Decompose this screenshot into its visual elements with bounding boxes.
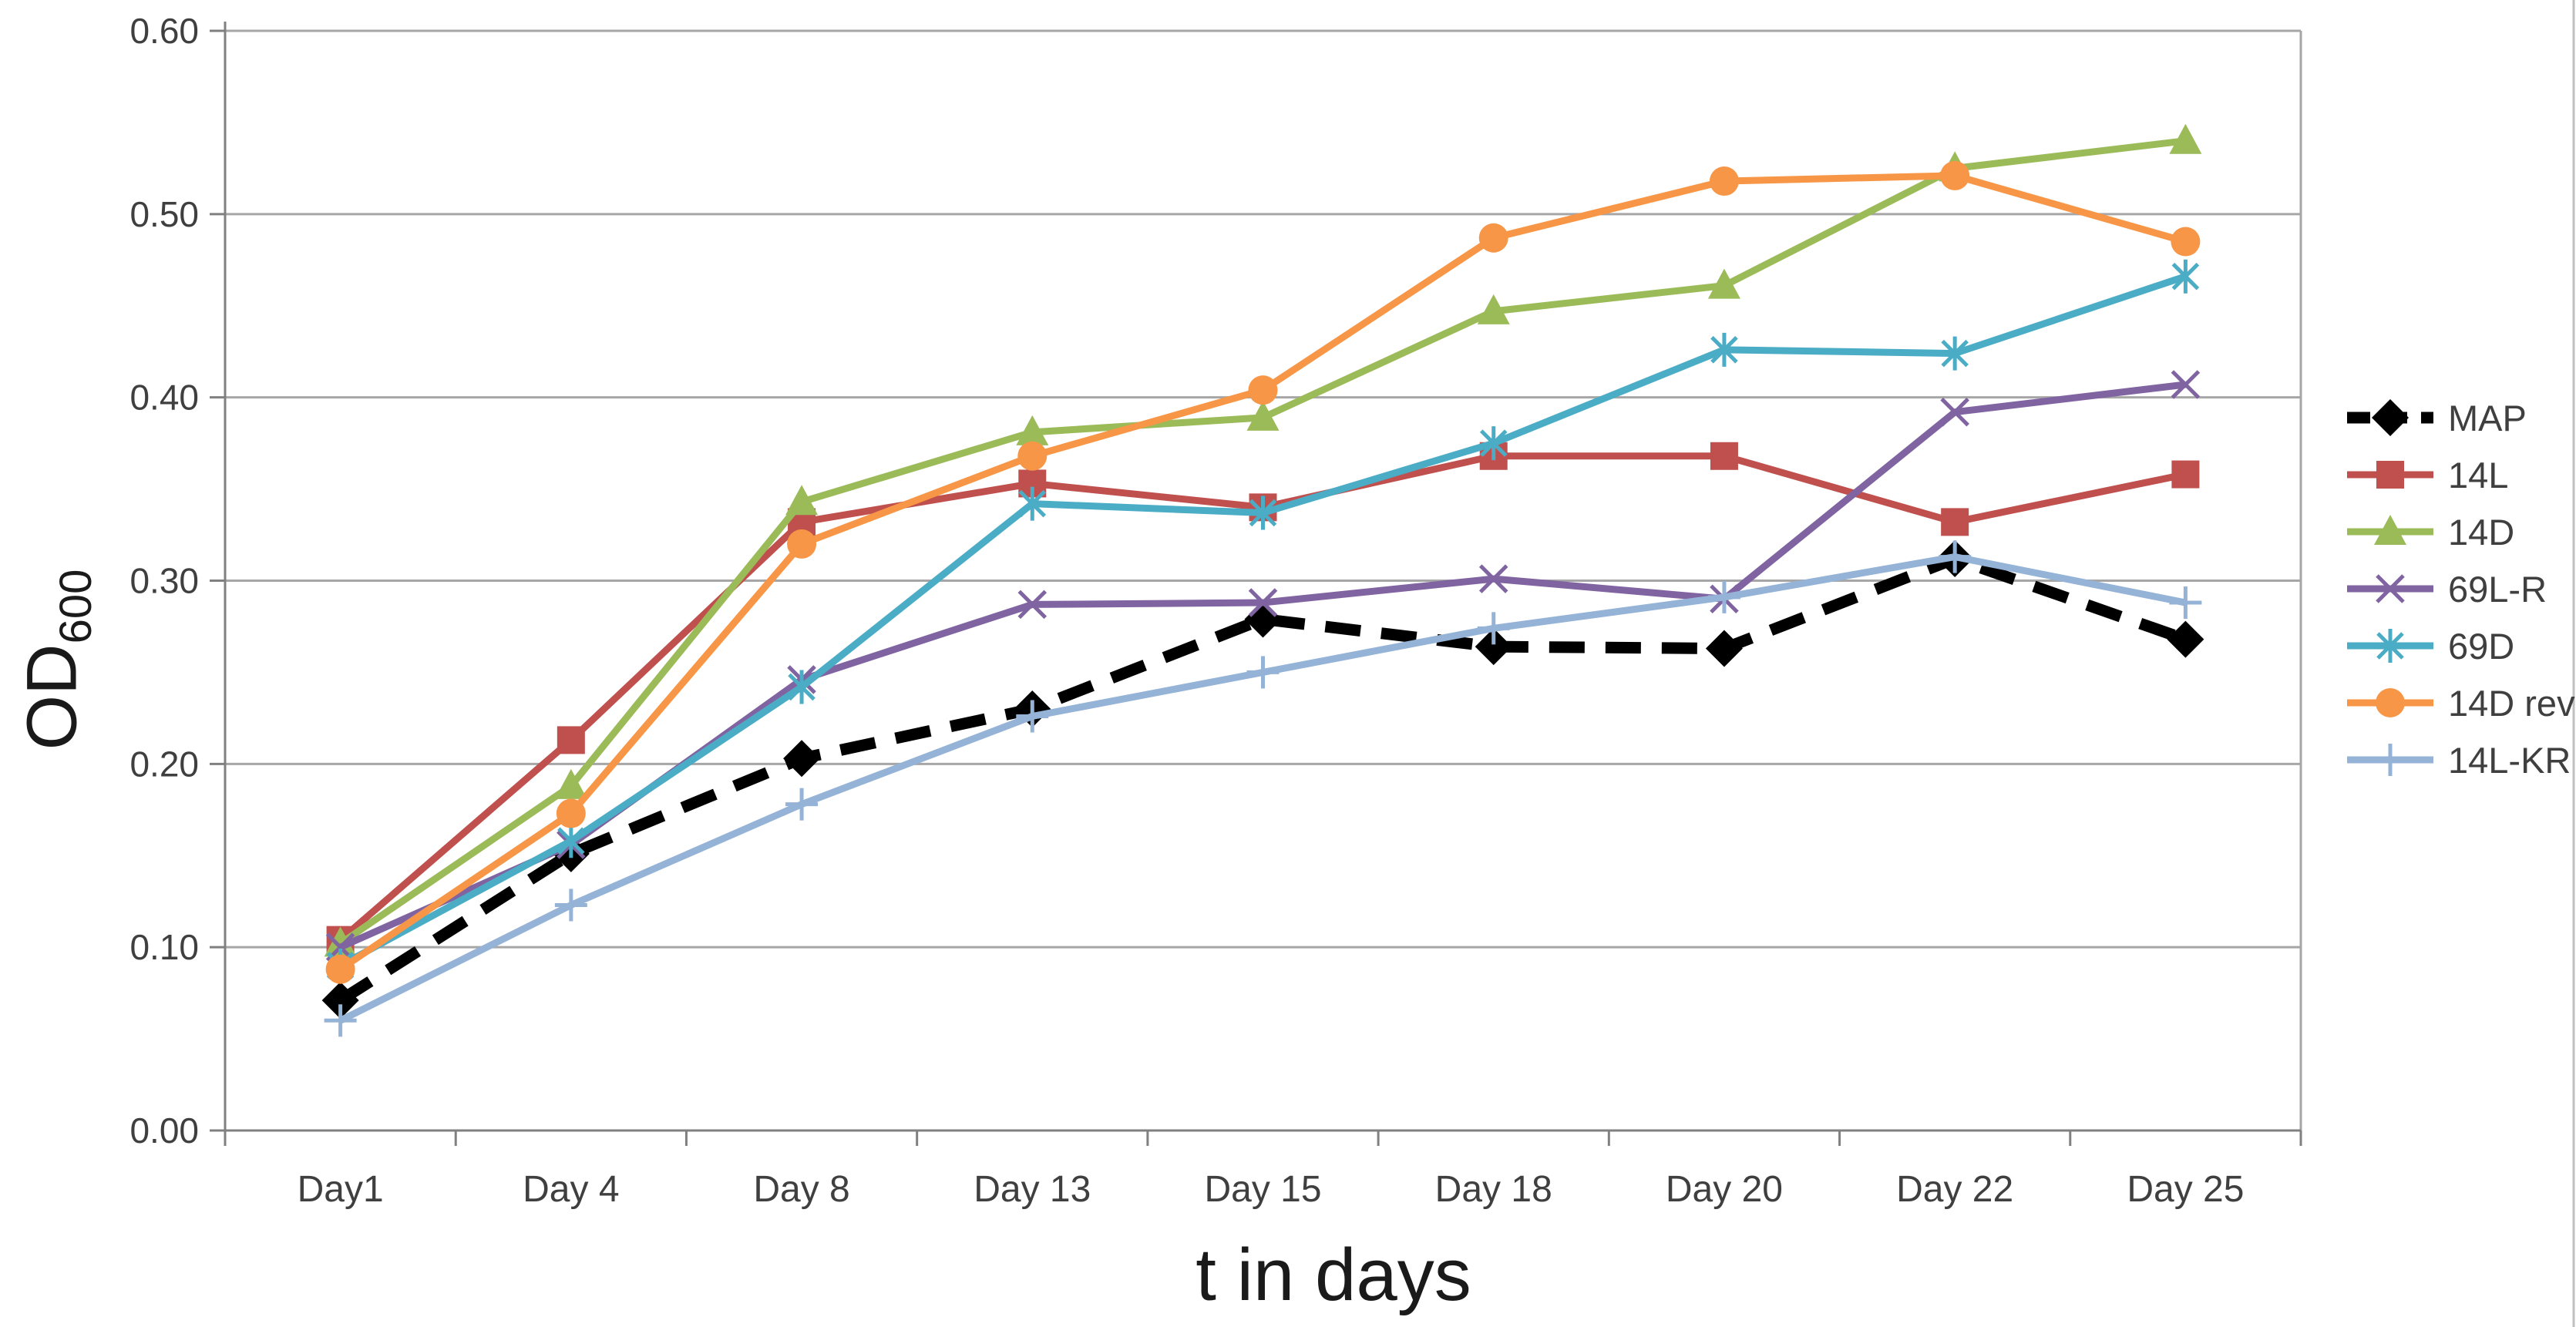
marker-diamond	[783, 740, 821, 778]
marker-triangle	[1246, 400, 1280, 431]
legend-label: 69D	[2448, 626, 2514, 667]
y-tick-label: 0.10	[129, 927, 199, 967]
marker-square	[1710, 442, 1738, 470]
marker-asterisk	[1710, 332, 1738, 367]
marker-x	[1248, 588, 1278, 617]
marker-plus	[1477, 612, 1510, 645]
marker-circle	[2376, 688, 2405, 717]
marker-diamond	[1475, 628, 1512, 666]
x-tick-label: Day 8	[753, 1169, 849, 1210]
marker-square	[1941, 508, 1969, 536]
marker-circle	[787, 529, 817, 559]
marker-plus	[1707, 580, 1740, 613]
y-axis-title-subscript: 600	[50, 569, 101, 644]
x-tick-label: Day 4	[523, 1169, 619, 1210]
y-tick-label: 0.20	[129, 744, 199, 784]
marker-diamond	[1705, 630, 1743, 667]
marker-triangle	[2169, 123, 2202, 154]
x-tick-label: Day 20	[1666, 1169, 1783, 1210]
marker-x	[1017, 590, 1048, 620]
x-axis-title: t in days	[1196, 1234, 1471, 1316]
marker-circle	[325, 954, 355, 984]
marker-asterisk	[557, 824, 585, 858]
marker-triangle	[1707, 268, 1740, 299]
marker-asterisk	[1941, 336, 1969, 371]
marker-asterisk	[2376, 629, 2404, 663]
marker-plus	[785, 788, 819, 821]
marker-asterisk	[2171, 259, 2200, 294]
x-tick-label: Day 22	[1896, 1169, 2013, 1210]
marker-triangle	[785, 485, 819, 516]
marker-diamond	[2167, 620, 2204, 658]
x-tick-label: Day 18	[1435, 1169, 1552, 1210]
marker-triangle	[324, 926, 357, 957]
series-line-14D	[338, 137, 2186, 947]
series-line-14D-rev	[338, 172, 2187, 973]
marker-triangle	[2374, 515, 2406, 545]
marker-plus	[2169, 586, 2202, 620]
legend-label: 14L	[2448, 455, 2508, 496]
marker-asterisk	[1479, 426, 1508, 461]
marker-plus	[1939, 540, 1972, 573]
marker-circle	[1478, 223, 1508, 253]
x-tick-label: Day 25	[2127, 1169, 2244, 1210]
marker-x	[2376, 574, 2405, 603]
marker-circle	[1248, 375, 1278, 405]
y-axis-title-main: OD	[12, 643, 92, 751]
marker-asterisk	[788, 670, 816, 704]
marker-plus	[1246, 656, 1280, 689]
y-tick-label: 0.60	[129, 11, 199, 51]
marker-square	[557, 726, 585, 754]
marker-circle	[1709, 166, 1739, 197]
series-line-MAP	[337, 553, 2188, 1006]
x-tick-label: Day 13	[974, 1169, 1091, 1210]
marker-plus	[324, 1004, 357, 1037]
marker-circle	[2171, 227, 2201, 257]
marker-square	[2376, 461, 2404, 489]
legend-label: 14D rev	[2448, 683, 2575, 724]
marker-diamond	[321, 982, 359, 1020]
x-tick-label: Day 15	[1204, 1169, 1321, 1210]
marker-plus	[2374, 744, 2406, 776]
marker-plus	[554, 889, 587, 922]
marker-circle	[1940, 160, 1970, 190]
y-axis-title: OD600	[12, 569, 101, 751]
marker-plus	[1016, 700, 1049, 733]
marker-x	[1478, 564, 1508, 593]
y-tick-label: 0.00	[129, 1110, 199, 1151]
legend-label: 14L-KR	[2448, 740, 2571, 781]
legend-label: MAP	[2448, 398, 2527, 438]
marker-asterisk	[1249, 496, 1277, 530]
marker-circle	[556, 798, 586, 828]
y-tick-label: 0.50	[129, 194, 199, 234]
marker-triangle	[1016, 415, 1049, 445]
marker-square	[2171, 460, 2200, 489]
marker-x	[2171, 370, 2201, 399]
y-tick-label: 0.40	[129, 378, 199, 418]
marker-circle	[1017, 441, 1048, 471]
y-tick-label: 0.30	[129, 561, 199, 601]
x-tick-label: Day1	[298, 1169, 384, 1210]
marker-triangle	[1477, 294, 1510, 324]
marker-x	[1940, 397, 1969, 427]
marker-diamond	[2372, 399, 2409, 436]
marker-triangle	[554, 768, 587, 799]
legend-label: 14D	[2448, 512, 2514, 553]
marker-asterisk	[1018, 486, 1047, 521]
legend-label: 69L-R	[2448, 569, 2547, 610]
